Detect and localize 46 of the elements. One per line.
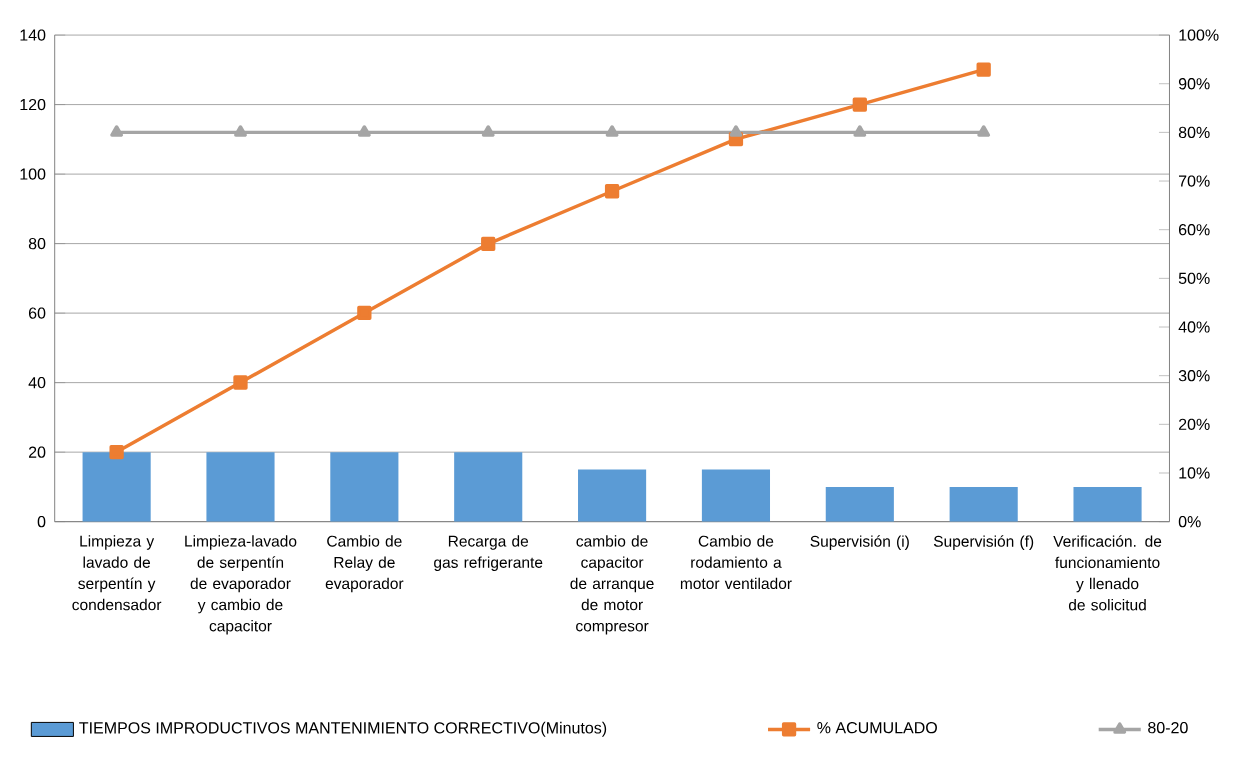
x-tick-label: Limpieza-lavado de serpentín de evaporador y cambio de capacitor: [185, 535, 297, 635]
y-tick-label: 100: [20, 168, 46, 180]
y2-tick-label: 100%: [1179, 29, 1219, 41]
point: [977, 125, 991, 137]
point: [853, 125, 867, 137]
x-tick-label: Supervisión (f): [933, 535, 1034, 550]
y-tick-label: 0: [37, 515, 46, 528]
y-tick-label: 40: [28, 376, 46, 389]
y-tick-label: 60: [28, 307, 46, 319]
point: [976, 62, 991, 77]
x-tick-label: Verificación. de funcionamiento y llenado de solicitud: [1053, 535, 1162, 611]
point: [234, 125, 247, 137]
point: [233, 375, 248, 390]
legend-label: % ACUMULADO: [817, 721, 937, 734]
point: [604, 184, 620, 199]
y2-tick-label: 20%: [1178, 418, 1210, 430]
point: [605, 125, 619, 137]
point: [110, 125, 124, 137]
point: [109, 444, 124, 460]
y2-tick-label: 70%: [1178, 175, 1210, 187]
point: [357, 305, 372, 321]
legend-label: TIEMPOS IMPRODUCTIVOS MANTENIMIENTO CORRECTIVO(Minutos): [79, 721, 607, 737]
y2-tick-label: 40%: [1178, 321, 1210, 333]
x-tick-label: Cambio de Relay de evaporador: [325, 535, 404, 593]
y2-tick-label: 80%: [1178, 126, 1210, 139]
y-tick-label: 140: [20, 29, 46, 41]
y2-tick-label: 60%: [1178, 224, 1210, 236]
y-tick-label: 20: [28, 446, 46, 458]
y2-tick-label: 30%: [1178, 370, 1210, 382]
point: [481, 125, 495, 137]
point: [357, 125, 371, 137]
point: [481, 236, 496, 251]
x-tick-label: cambio de capacitor de arranque de motor compresor: [570, 535, 654, 635]
y2-tick-label: 50%: [1178, 272, 1210, 285]
y2-tick-label: 10%: [1179, 467, 1210, 479]
y2-tick-label: 90%: [1178, 78, 1210, 90]
x-tick-label: Limpieza y lavado de serpentín y condensador: [72, 535, 162, 611]
y-tick-label: 120: [20, 98, 46, 111]
y2-tick-label: 0%: [1178, 515, 1201, 528]
legend-label: 80-20: [1148, 721, 1188, 734]
point: [729, 125, 743, 137]
x-tick-label: Supervisión (i): [810, 535, 909, 550]
point: [852, 97, 867, 112]
x-tick-label: Cambio de rodamiento a motor ventilador: [680, 535, 792, 590]
y-tick-label: 80: [28, 237, 46, 250]
x-tick-label: Recarga de gas refrigerante: [434, 535, 543, 571]
